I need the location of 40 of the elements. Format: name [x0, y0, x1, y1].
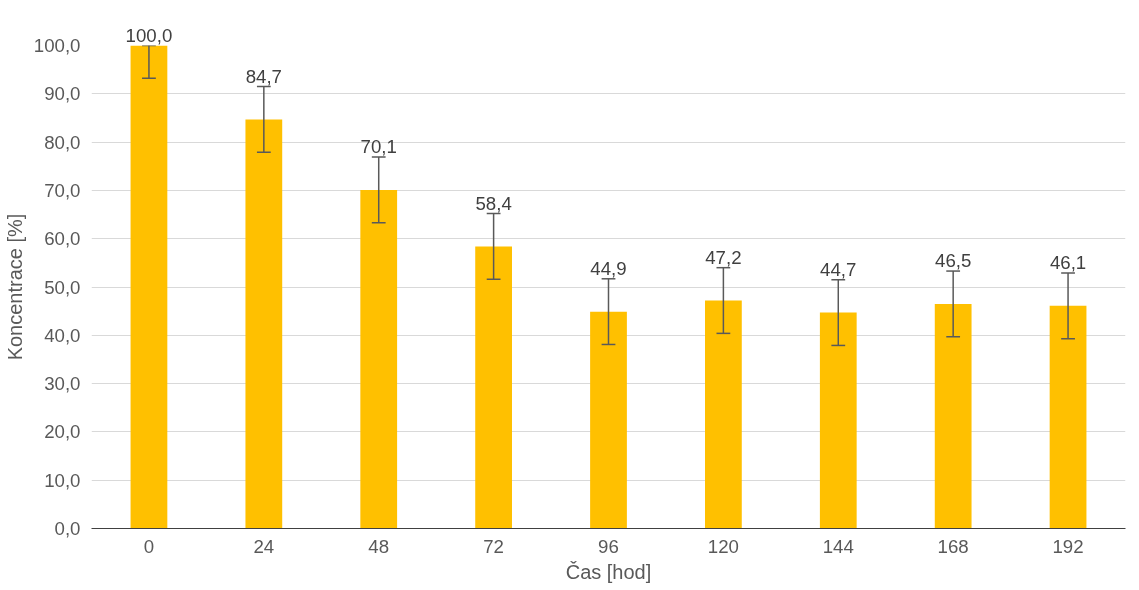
bar [1049, 305, 1087, 529]
x-tick-label: 72 [483, 535, 504, 557]
data-label: 58,4 [475, 192, 512, 214]
data-label: 100,0 [125, 24, 173, 46]
y-tick-label: 100,0 [33, 35, 81, 56]
bar [130, 45, 168, 529]
data-label: 47,2 [705, 246, 742, 268]
y-tick-label: 30,0 [44, 373, 81, 395]
data-label: 46,5 [935, 250, 972, 272]
bar [819, 312, 857, 529]
y-tick-label: 40,0 [44, 324, 81, 346]
y-axis-title: Koncentrace [%] [3, 213, 26, 361]
x-tick-label: 168 [937, 535, 969, 557]
x-tick-label: 24 [253, 535, 275, 557]
y-tick-label: 0,0 [54, 518, 81, 539]
bar [590, 311, 627, 529]
x-tick-label: 144 [822, 535, 854, 557]
data-label: 44,7 [820, 258, 857, 280]
y-tick-label: 50,0 [44, 276, 81, 298]
x-axis-title: Čas [hod] [565, 560, 652, 583]
x-tick-label: 120 [707, 535, 739, 557]
x-tick-label: 48 [368, 535, 390, 557]
data-label: 44,9 [590, 257, 627, 279]
x-tick-label: 192 [1052, 535, 1084, 557]
data-label: 84,7 [245, 65, 282, 87]
bar [245, 119, 283, 529]
y-tick-label: 60,0 [44, 228, 81, 250]
y-tick-label: 20,0 [44, 421, 81, 443]
bar [360, 189, 398, 529]
data-label: 46,1 [1049, 251, 1087, 273]
x-tick-label: 0 [143, 535, 155, 557]
x-tick-label: 96 [598, 535, 619, 557]
y-tick-label: 10,0 [44, 469, 81, 491]
y-tick-label: 70,0 [44, 179, 81, 201]
bar [475, 246, 512, 529]
y-tick-label: 80,0 [44, 131, 81, 153]
y-tick-label: 90,0 [44, 83, 81, 105]
bar [705, 300, 742, 529]
bar [934, 303, 972, 529]
data-label: 70,1 [360, 136, 397, 158]
